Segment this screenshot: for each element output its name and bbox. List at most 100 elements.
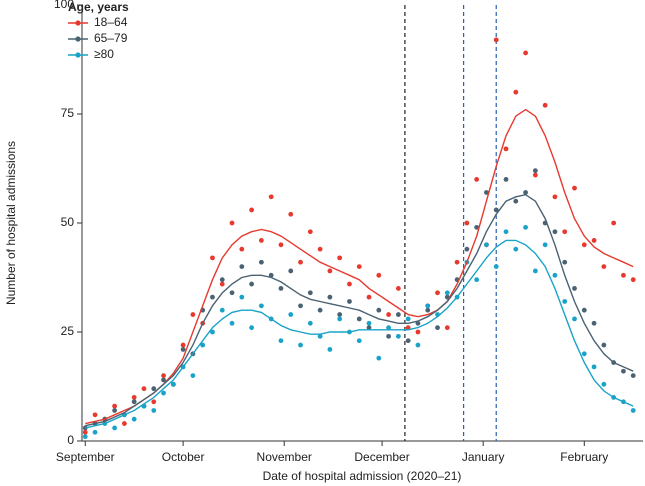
- data-point: [229, 320, 235, 326]
- data-point: [395, 286, 401, 291]
- legend-label: ≥80: [94, 47, 114, 61]
- data-point: [630, 277, 636, 283]
- data-point: [474, 224, 480, 230]
- data-point: [444, 325, 450, 331]
- data-point: [562, 299, 568, 304]
- data-point: [503, 177, 509, 182]
- data-point: [376, 272, 382, 278]
- data-point: [327, 347, 333, 352]
- data-point: [484, 190, 489, 195]
- y-tick-label: 75: [61, 106, 75, 120]
- data-point: [327, 268, 333, 274]
- data-point: [532, 168, 538, 174]
- data-point: [131, 399, 137, 405]
- data-point: [523, 190, 528, 195]
- data-point: [376, 355, 382, 361]
- data-point: [210, 294, 215, 300]
- data-point: [474, 177, 480, 182]
- data-point: [327, 294, 333, 300]
- data-point: [562, 229, 568, 235]
- data-point: [337, 312, 343, 317]
- data-point: [239, 246, 245, 252]
- data-point: [601, 381, 607, 387]
- data-point: [298, 259, 303, 265]
- data-point: [523, 224, 528, 230]
- data-point: [513, 89, 519, 95]
- data-point: [298, 303, 303, 309]
- data-point: [454, 259, 460, 265]
- data-point: [278, 286, 284, 291]
- data-point: [210, 255, 215, 261]
- x-tick-label: February: [560, 450, 608, 464]
- data-point: [258, 238, 264, 243]
- data-point: [337, 255, 343, 261]
- data-point: [405, 316, 411, 322]
- data-point: [151, 386, 157, 392]
- data-point: [92, 429, 98, 435]
- data-point: [307, 229, 313, 235]
- data-point: [190, 312, 196, 317]
- data-point: [591, 238, 597, 243]
- data-point: [464, 220, 470, 226]
- data-point: [493, 37, 499, 43]
- data-point: [415, 342, 421, 348]
- data-point: [366, 294, 372, 300]
- y-tick-label: 25: [61, 324, 75, 338]
- data-point: [532, 172, 538, 178]
- data-point: [386, 325, 391, 331]
- data-point: [347, 281, 352, 287]
- data-point: [180, 342, 186, 348]
- data-point: [200, 342, 206, 348]
- y-tick-label: 100: [54, 0, 74, 11]
- data-point: [288, 211, 294, 217]
- legend-label: 18–64: [94, 15, 128, 29]
- data-point: [112, 425, 118, 431]
- data-point: [601, 264, 607, 269]
- data-point: [82, 425, 88, 431]
- data-point: [317, 333, 323, 339]
- x-tick-label: December: [354, 450, 409, 464]
- data-point: [219, 281, 225, 287]
- data-point: [170, 381, 176, 387]
- data-point: [503, 229, 509, 235]
- data-point: [611, 220, 617, 226]
- data-point: [386, 333, 391, 339]
- legend-marker: [75, 20, 81, 26]
- data-point: [92, 412, 98, 418]
- data-point: [112, 403, 118, 409]
- data-point: [317, 246, 323, 252]
- data-point: [572, 286, 577, 291]
- data-point: [82, 434, 88, 440]
- data-point: [552, 194, 558, 200]
- data-point: [376, 307, 382, 313]
- data-point: [112, 408, 118, 413]
- x-axis-label: Date of hospital admission (2020–21): [263, 469, 462, 483]
- data-point: [425, 307, 431, 313]
- data-point: [435, 325, 440, 331]
- y-tick-label: 50: [61, 215, 75, 229]
- data-point: [239, 264, 245, 269]
- y-tick-label: 0: [67, 433, 74, 447]
- data-point: [581, 351, 587, 357]
- data-point: [630, 373, 636, 378]
- legend-label: 65–79: [94, 31, 128, 45]
- legend-title: Age, years: [68, 0, 129, 14]
- x-tick-label: October: [162, 450, 205, 464]
- x-tick-label: November: [257, 450, 312, 464]
- data-point: [532, 268, 538, 274]
- data-point: [210, 329, 215, 335]
- data-point: [542, 242, 548, 248]
- data-point: [249, 325, 255, 331]
- data-point: [572, 316, 577, 322]
- trend-line: [85, 239, 634, 429]
- data-point: [347, 299, 352, 304]
- data-point: [513, 246, 519, 252]
- data-point: [258, 259, 264, 265]
- x-tick-label: January: [462, 450, 505, 464]
- data-point: [298, 342, 303, 348]
- data-point: [415, 329, 421, 335]
- data-point: [405, 338, 411, 344]
- data-point: [317, 307, 323, 313]
- data-point: [219, 277, 225, 283]
